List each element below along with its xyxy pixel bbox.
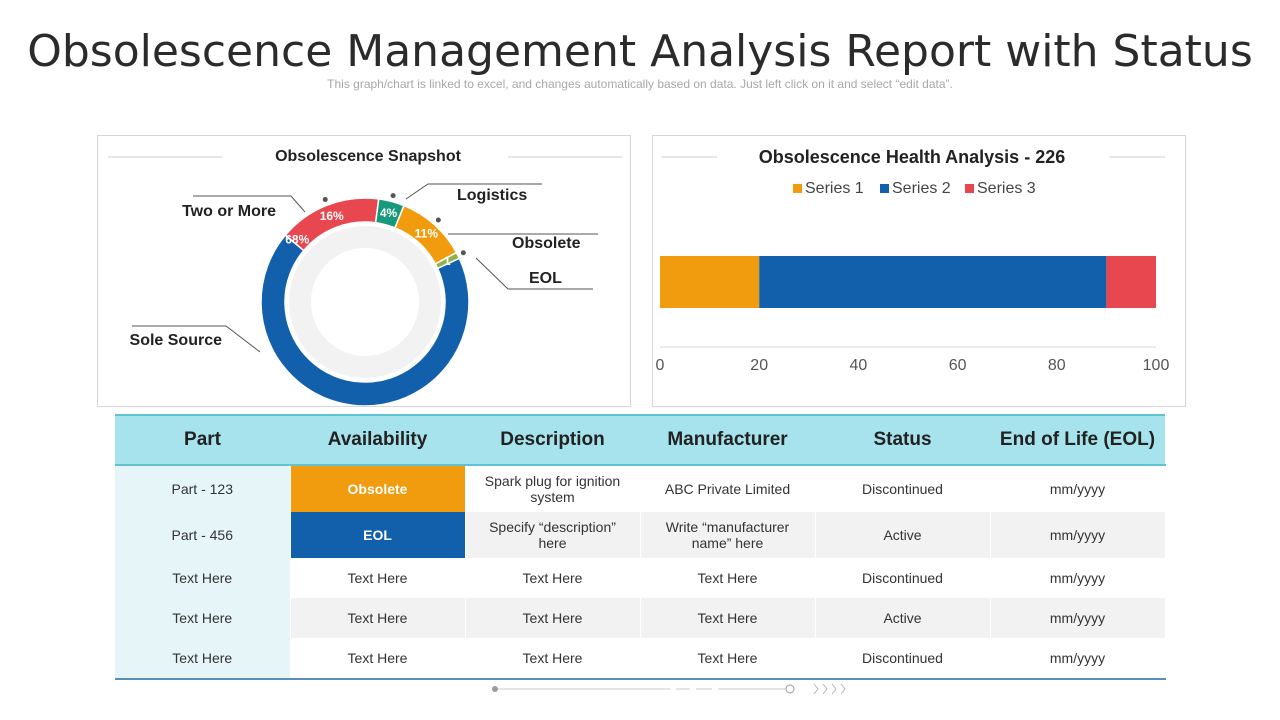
bar-chart-title: Obsolescence Health Analysis - 226 xyxy=(759,147,1065,167)
legend-swatch-series-1 xyxy=(793,184,802,193)
table-row: Text Here Text Here Text Here Text Here … xyxy=(115,558,1166,598)
callout-dot-obsolete xyxy=(435,217,441,223)
cell-description: Specify “description” here xyxy=(465,512,641,558)
cell-status: Discontinued xyxy=(815,558,991,598)
x-tick-label: 60 xyxy=(949,357,967,374)
donut-slice-labels: 16% 4% 11% 1 68% xyxy=(285,206,451,268)
callout-line-eol xyxy=(475,257,593,290)
x-tick-label: 0 xyxy=(656,357,665,374)
cell-manufacturer: Write “manufacturer name” here xyxy=(640,512,816,558)
cell-availability-eol: EOL xyxy=(290,512,466,558)
callout-dot-logistics xyxy=(390,193,396,199)
page-subtitle: This graph/chart is linked to excel, and… xyxy=(327,77,953,91)
x-tick-label: 100 xyxy=(1143,357,1170,374)
header-availability: Availability xyxy=(290,414,465,466)
cell-availability-obsolete: Obsolete xyxy=(290,465,466,512)
x-tick-label: 20 xyxy=(750,357,768,374)
legend-label-series-2: Series 2 xyxy=(892,180,951,197)
bar-segment-series-1[interactable] xyxy=(660,256,760,308)
cell-manufacturer: ABC Private Limited xyxy=(640,465,816,512)
table-row: Part - 456 EOL Specify “description” her… xyxy=(115,512,1166,558)
cell-description: Text Here xyxy=(465,558,641,598)
parts-table: Part Availability Description Manufactur… xyxy=(115,414,1166,680)
slice-value-logistics: 4% xyxy=(380,206,398,220)
legend-swatch-series-3 xyxy=(965,184,974,193)
donut-callouts: Two or More Logistics Obsolete EOL Sole Sour… xyxy=(130,183,598,414)
callout-label-eol: EOL xyxy=(529,270,562,287)
cell-availability: Text Here xyxy=(290,598,466,638)
donut-slices xyxy=(260,197,470,407)
callout-line-sole-source xyxy=(132,325,261,353)
cell-status: Discontinued xyxy=(815,638,991,680)
cell-part: Part - 123 xyxy=(115,465,291,512)
bar-segments xyxy=(660,256,1156,308)
donut-slice-sole-source[interactable] xyxy=(260,234,470,407)
cell-eol: mm/yyyy xyxy=(990,598,1166,638)
header-description: Description xyxy=(465,414,640,466)
cell-status: Discontinued xyxy=(815,465,991,512)
callout-label-logistics: Logistics xyxy=(457,187,527,204)
callout-line-logistics xyxy=(405,183,542,200)
slice-value-eol: 1 xyxy=(444,254,451,268)
callout-line-two-or-more xyxy=(193,195,306,213)
cell-availability: Text Here xyxy=(290,638,466,680)
table-header-row: Part Availability Description Manufactur… xyxy=(115,414,1165,466)
cell-status: Active xyxy=(815,598,991,638)
x-axis-ticks: 0 20 40 60 80 100 xyxy=(656,357,1170,374)
callout-dot-two-or-more xyxy=(322,196,328,202)
cell-part: Text Here xyxy=(115,558,291,598)
slice-value-obsolete: 11% xyxy=(415,226,439,240)
table-row: Text Here Text Here Text Here Text Here … xyxy=(115,638,1166,680)
header-eol: End of Life (EOL) xyxy=(990,414,1165,466)
cell-manufacturer: Text Here xyxy=(640,598,816,638)
table-row: Part - 123 Obsolete Spark plug for ignit… xyxy=(115,465,1166,512)
snapshot-donut-chart[interactable]: Obsolescence Snapshot 16% 4% 11% 1 68% Two o… xyxy=(98,136,630,414)
donut-title: Obsolescence Snapshot xyxy=(275,148,462,165)
page-title: Obsolescence Management Analysis Report … xyxy=(27,26,1253,77)
header-status: Status xyxy=(815,414,990,466)
bar-segment-series-2[interactable] xyxy=(759,256,1107,308)
slice-value-two-or-more: 16% xyxy=(320,209,344,223)
cell-description: Text Here xyxy=(465,638,641,680)
x-tick-label: 80 xyxy=(1048,357,1066,374)
cell-eol: mm/yyyy xyxy=(990,638,1166,680)
cell-eol: mm/yyyy xyxy=(990,512,1166,558)
legend-swatch-series-2 xyxy=(880,184,889,193)
cell-part: Part - 456 xyxy=(115,512,291,558)
cell-description: Text Here xyxy=(465,598,641,638)
donut-inner-ring xyxy=(289,226,441,378)
bar-segment-series-3[interactable] xyxy=(1106,256,1156,308)
cell-eol: mm/yyyy xyxy=(990,558,1166,598)
cell-manufacturer: Text Here xyxy=(640,558,816,598)
health-panel: Obsolescence Health Analysis - 226 Serie… xyxy=(652,135,1186,407)
callout-label-sole-source: Sole Source xyxy=(130,332,223,349)
header-part: Part xyxy=(115,414,290,466)
callout-dot-eol xyxy=(460,250,466,256)
cell-status: Active xyxy=(815,512,991,558)
cell-manufacturer: Text Here xyxy=(640,638,816,680)
decorative-footer-line xyxy=(492,683,846,695)
callout-label-obsolete: Obsolete xyxy=(512,235,581,252)
slice-value-sole-source: 68% xyxy=(285,233,309,247)
bar-legend: Series 1 Series 2 Series 3 xyxy=(793,180,1036,197)
callout-label-two-or-more: Two or More xyxy=(182,203,276,220)
x-tick-label: 40 xyxy=(850,357,868,374)
cell-eol: mm/yyyy xyxy=(990,465,1166,512)
cell-description: Spark plug for ignition system xyxy=(465,465,641,512)
legend-label-series-1: Series 1 xyxy=(805,180,864,197)
legend-label-series-3: Series 3 xyxy=(977,180,1036,197)
health-bar-chart[interactable]: Obsolescence Health Analysis - 226 Serie… xyxy=(653,136,1185,406)
snapshot-panel: Obsolescence Snapshot 16% 4% 11% 1 68% Two o… xyxy=(97,135,631,414)
cell-availability: Text Here xyxy=(290,558,466,598)
table-row: Text Here Text Here Text Here Text Here … xyxy=(115,598,1166,638)
header-manufacturer: Manufacturer xyxy=(640,414,815,466)
cell-part: Text Here xyxy=(115,638,291,680)
cell-part: Text Here xyxy=(115,598,291,638)
